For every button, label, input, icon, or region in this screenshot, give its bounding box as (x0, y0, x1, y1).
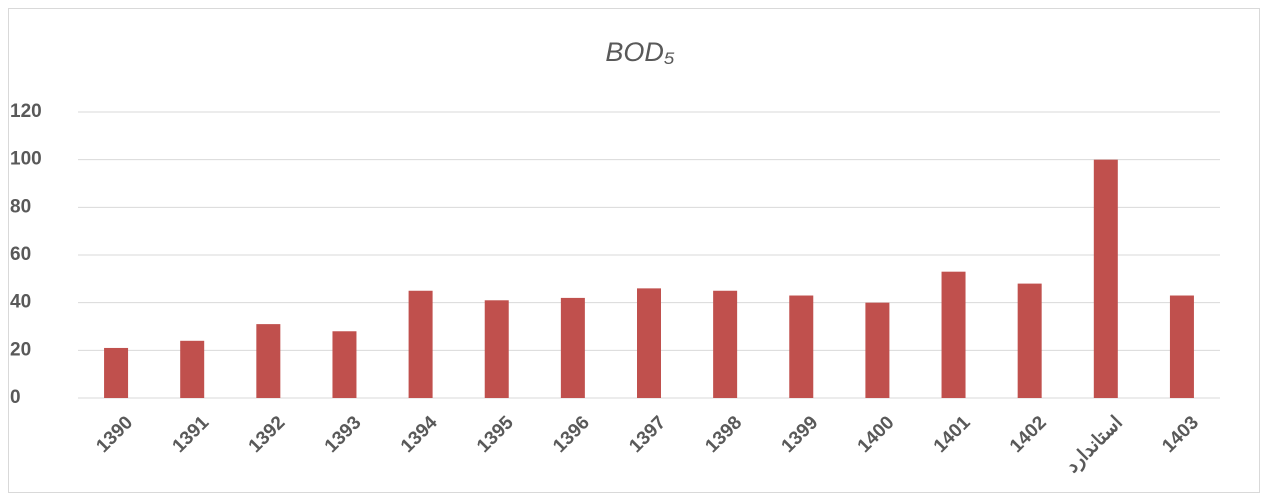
x-tick-label: 1400 (854, 412, 899, 457)
y-tick-label: 60 (10, 244, 31, 265)
bar (332, 331, 357, 398)
bar (1017, 283, 1042, 398)
chart-title: BOD₅ (605, 37, 675, 67)
bar (408, 290, 433, 398)
y-tick-label: 120 (10, 101, 42, 122)
x-tick-label: 1396 (549, 412, 594, 457)
bar (713, 290, 738, 398)
x-tick-label: 1395 (473, 412, 518, 457)
bar (560, 297, 585, 398)
x-tick-label: 1401 (930, 412, 975, 457)
bar (1169, 295, 1194, 398)
bar (789, 295, 814, 398)
x-tick-label: 1393 (321, 412, 366, 457)
y-tick-label: 40 (10, 292, 31, 313)
x-tick-label: 1403 (1158, 412, 1203, 457)
x-tick-label: 1398 (701, 412, 746, 457)
x-tick-label: 1394 (397, 412, 442, 457)
bar (180, 340, 205, 398)
bar (865, 302, 890, 398)
x-tick-label: 1399 (778, 412, 823, 457)
y-tick-label: 100 (10, 149, 42, 170)
bar (941, 271, 966, 398)
y-tick-label: 20 (10, 339, 31, 360)
bar (256, 324, 281, 398)
bar (484, 300, 509, 398)
x-tick-label: 1397 (625, 412, 670, 457)
y-tick-label: 80 (10, 196, 31, 217)
x-tick-label: 1391 (169, 412, 214, 457)
x-tick-label: 1390 (92, 412, 137, 457)
bar (104, 347, 129, 398)
x-tick-label: 1402 (1006, 412, 1051, 457)
y-tick-label: 0 (10, 387, 21, 408)
bar (637, 288, 661, 398)
bar (1093, 159, 1118, 398)
x-tick-label: استاندارد (1062, 412, 1127, 477)
x-tick-label: 1392 (245, 412, 290, 457)
